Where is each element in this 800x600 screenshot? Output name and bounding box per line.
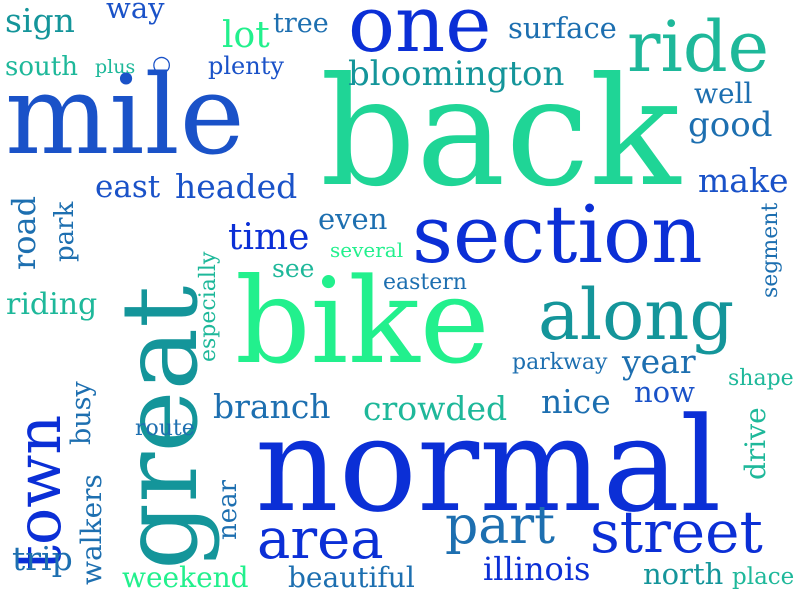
- word-see: see: [272, 254, 315, 283]
- plus-dot: ○: [152, 52, 172, 77]
- word-part: part: [445, 496, 556, 556]
- word-year: year: [622, 342, 696, 381]
- word-back: back: [320, 46, 681, 220]
- word-drive: drive: [739, 407, 772, 480]
- word-beautiful: beautiful: [288, 561, 415, 594]
- word-several: several: [330, 238, 404, 262]
- word-illinois: illinois: [483, 550, 591, 588]
- word-walkers: walkers: [75, 474, 108, 585]
- word-bike: bike: [235, 252, 490, 390]
- word-area: area: [257, 507, 384, 572]
- word-normal: normal: [255, 389, 722, 541]
- word-even: even: [318, 202, 388, 236]
- word-busy: busy: [66, 381, 97, 445]
- word-one: one: [348, 0, 492, 70]
- word-way: way: [106, 0, 165, 25]
- word-mile: mile: [5, 51, 245, 179]
- word-nice: nice: [541, 382, 611, 421]
- word-section: section: [412, 188, 703, 281]
- word-bloomington: bloomington: [348, 54, 565, 94]
- word-weekend: weekend: [122, 561, 249, 594]
- word-place: place: [732, 564, 795, 590]
- word-parkway: parkway: [512, 350, 608, 375]
- word-trip: trip: [12, 539, 73, 578]
- word-branch: branch: [213, 387, 331, 426]
- word-north: north: [643, 557, 724, 591]
- word-east: east: [95, 169, 161, 205]
- word-make: make: [698, 161, 789, 200]
- word-ride: ride: [627, 6, 770, 88]
- word-plenty: plenty: [208, 52, 284, 80]
- word-near: near: [213, 479, 243, 540]
- word-street: street: [590, 498, 763, 566]
- word-plus: plus: [95, 56, 136, 78]
- word-good: good: [688, 105, 773, 145]
- word-riding: riding: [6, 287, 98, 322]
- word-headed: headed: [175, 167, 298, 206]
- word-segment: segment: [758, 202, 783, 298]
- word-sign: sign: [5, 1, 75, 40]
- word-crowded: crowded: [363, 389, 508, 428]
- word-shape: shape: [728, 366, 794, 391]
- word-tree: tree: [273, 8, 329, 39]
- word-lot: lot: [222, 15, 270, 56]
- word-time: time: [228, 217, 310, 258]
- word-along: along: [538, 274, 735, 356]
- word-route: route: [135, 416, 195, 441]
- word-now: now: [634, 375, 695, 409]
- word-surface: surface: [508, 11, 617, 45]
- word-road: road: [5, 195, 43, 270]
- word-eastern: eastern: [383, 270, 467, 295]
- word-south: south: [5, 52, 78, 82]
- word-well: well: [694, 77, 753, 110]
- word-especially: especially: [196, 251, 221, 362]
- word-park: park: [50, 201, 80, 262]
